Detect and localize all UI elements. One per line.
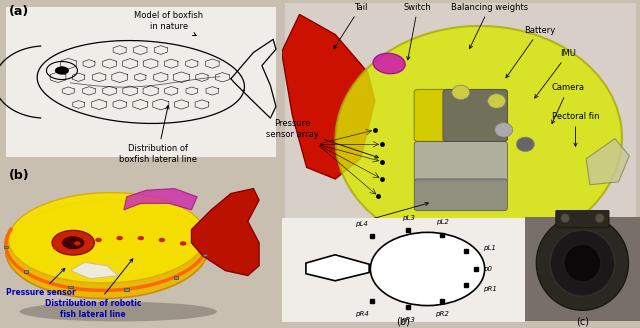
Polygon shape [70,262,118,279]
Text: Pectoral fin: Pectoral fin [552,112,599,146]
Text: Tail: Tail [334,3,367,49]
Polygon shape [586,138,629,185]
Circle shape [561,214,570,223]
Text: pL1: pL1 [483,245,497,251]
Text: IMU: IMU [534,49,576,98]
Bar [174,276,179,279]
Circle shape [180,242,186,245]
Circle shape [495,123,513,137]
Text: Balancing weights: Balancing weights [451,3,528,49]
Ellipse shape [371,232,484,306]
Bar [124,288,129,291]
Circle shape [488,94,506,108]
Text: pR1: pR1 [483,286,497,292]
FancyBboxPatch shape [6,7,276,157]
Text: Pressure sensor: Pressure sensor [6,268,76,297]
Text: pL2: pL2 [436,219,449,225]
Text: (a): (a) [8,5,29,18]
Circle shape [550,230,614,296]
FancyBboxPatch shape [282,218,525,322]
FancyBboxPatch shape [525,217,640,321]
Text: Camera: Camera [552,83,585,124]
Text: (c): (c) [576,317,589,327]
Text: Battery: Battery [506,26,556,78]
Text: pR3: pR3 [401,317,415,323]
Circle shape [159,238,164,241]
Polygon shape [191,189,259,276]
Text: Model of boxfish
in nature: Model of boxfish in nature [134,11,204,35]
Circle shape [75,242,80,245]
Bar [68,286,73,288]
Text: pL3: pL3 [402,215,415,221]
Circle shape [452,85,470,100]
Bar [4,246,8,248]
Text: Control circuit: Control circuit [295,202,429,237]
Text: Distribution of robotic
fish lateral line: Distribution of robotic fish lateral lin… [45,259,141,318]
FancyBboxPatch shape [414,179,508,211]
Text: pL4: pL4 [355,221,368,227]
Ellipse shape [373,53,405,74]
Bar [24,270,28,273]
Circle shape [54,246,59,249]
Ellipse shape [6,200,208,298]
FancyBboxPatch shape [556,209,609,228]
Circle shape [564,244,601,282]
Circle shape [536,216,628,310]
Circle shape [96,238,101,241]
Text: Pressure
sensor array: Pressure sensor array [266,119,378,158]
Circle shape [117,236,122,239]
Circle shape [595,214,604,223]
Polygon shape [306,255,369,281]
Text: (b): (b) [8,169,29,182]
Circle shape [138,236,143,239]
FancyBboxPatch shape [414,141,508,182]
Ellipse shape [335,26,622,251]
FancyBboxPatch shape [285,3,636,286]
Polygon shape [124,189,197,210]
Text: Switch: Switch [404,3,431,60]
Text: pR4: pR4 [355,311,369,317]
Ellipse shape [8,193,205,283]
FancyBboxPatch shape [414,90,508,141]
Circle shape [55,66,69,75]
Bar [203,254,207,256]
Circle shape [516,137,534,152]
Text: pR2: pR2 [435,311,449,317]
Text: (a): (a) [454,273,468,283]
Text: Infrared sensor: Infrared sensor [465,227,536,260]
Text: p0: p0 [483,266,492,272]
Circle shape [62,236,84,249]
FancyBboxPatch shape [443,90,508,141]
Ellipse shape [20,302,217,321]
Polygon shape [282,14,375,179]
Text: Distribution of
boxfish lateral line: Distribution of boxfish lateral line [118,106,196,164]
Text: (b): (b) [396,317,410,327]
Circle shape [52,230,94,255]
